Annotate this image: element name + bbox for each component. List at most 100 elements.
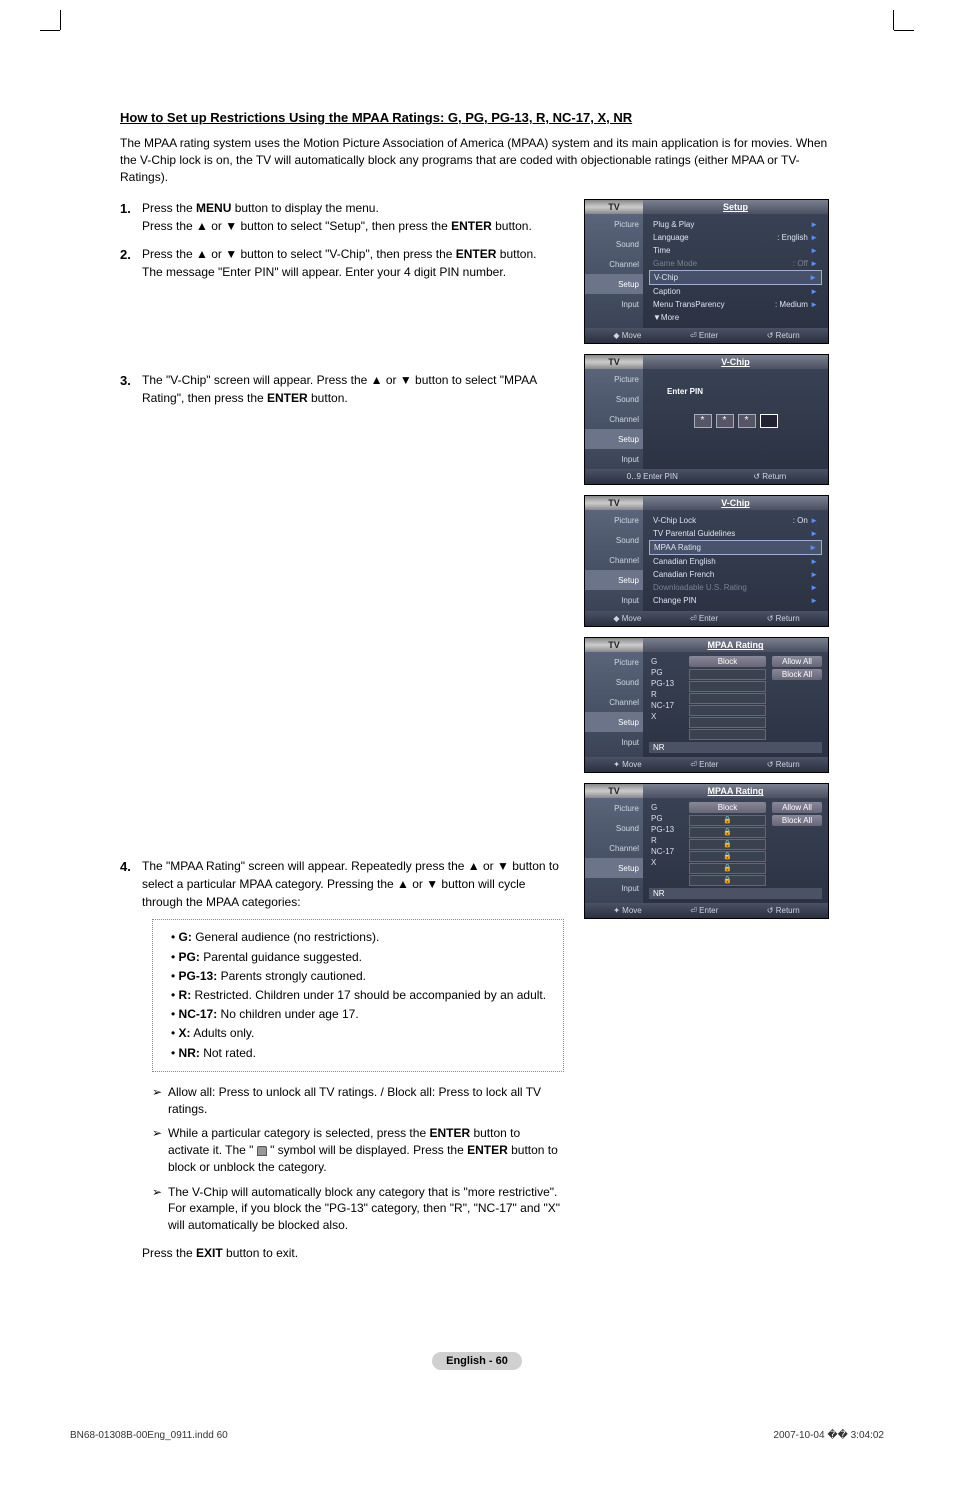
nav-hint: ◆ Move <box>613 614 641 623</box>
sidebar-item-input: Input <box>585 878 643 898</box>
menu-row: Canadian English ► <box>649 555 822 568</box>
nav-hint: 0‥9 Enter PIN <box>627 472 678 481</box>
block-cell: 🔒 <box>689 863 766 874</box>
rating-label: G <box>649 802 683 813</box>
crop-mark <box>40 30 60 31</box>
block-cell: 🔒 <box>689 815 766 826</box>
block-cell <box>689 693 766 704</box>
menu-row: V-Chip ► <box>649 270 822 285</box>
nav-hint: ✦ Move <box>613 906 642 915</box>
pin-digit: * <box>716 414 734 428</box>
rating-label: PG-13 <box>649 678 683 689</box>
osd-setup-screen: TVSetupPictureSoundChannelSetupInput Plug… <box>584 199 829 344</box>
menu-row: Plug & Play ► <box>649 218 822 231</box>
osd-title: MPAA Rating <box>643 638 828 652</box>
menu-row: V-Chip Lock: On ► <box>649 514 822 527</box>
tv-tab: TV <box>585 200 643 214</box>
pin-digit: * <box>694 414 712 428</box>
sidebar-item-channel: Channel <box>585 838 643 858</box>
sidebar-item-input: Input <box>585 449 643 469</box>
step-1: 1. Press the MENU button to display the … <box>120 199 564 235</box>
rating-item: • R: Restricted. Children under 17 shoul… <box>163 986 553 1005</box>
osd-vchip-screen: TVV-ChipPictureSoundChannelSetupInput V-C… <box>584 495 829 627</box>
step-2: 2. Press the ▲ or ▼ button to select "V-… <box>120 245 564 281</box>
sidebar-item-sound: Sound <box>585 530 643 550</box>
rating-item: • NC-17: No children under age 17. <box>163 1005 553 1024</box>
osd-footer: ✦ Move⏎ Enter↺ Return <box>585 903 828 918</box>
tv-tab: TV <box>585 355 643 369</box>
osd-mpaa-screen-1: TVMPAA RatingPictureSoundChannelSetupInp… <box>584 637 829 773</box>
ratings-list: • G: General audience (no restrictions).… <box>152 919 564 1071</box>
menu-row: MPAA Rating ► <box>649 540 822 555</box>
rating-item: • NR: Not rated. <box>163 1044 553 1063</box>
rating-label: X <box>649 857 683 868</box>
block-cell: 🔒 <box>689 827 766 838</box>
tv-tab: TV <box>585 784 643 798</box>
osd-footer: ✦ Move⏎ Enter↺ Return <box>585 757 828 772</box>
block-cell <box>689 681 766 692</box>
osd-sidebar: PictureSoundChannelSetupInput <box>585 798 643 903</box>
sidebar-item-setup: Setup <box>585 712 643 732</box>
sidebar-item-channel: Channel <box>585 692 643 712</box>
nav-hint: ◆ Move <box>613 331 641 340</box>
crop-mark <box>60 10 61 30</box>
nr-row: NR <box>649 742 822 753</box>
menu-row: Game Mode: Off ► <box>649 257 822 270</box>
allow-all-button: Allow All <box>772 656 822 667</box>
menu-row: Canadian French ► <box>649 568 822 581</box>
sidebar-item-input: Input <box>585 732 643 752</box>
intro-paragraph: The MPAA rating system uses the Motion P… <box>120 135 834 185</box>
block-cell <box>689 729 766 740</box>
menu-row: Caption ► <box>649 285 822 298</box>
sidebar-item-sound: Sound <box>585 389 643 409</box>
rating-item: • PG: Parental guidance suggested. <box>163 948 553 967</box>
sidebar-item-channel: Channel <box>585 550 643 570</box>
menu-row: ▼More <box>649 311 822 324</box>
rating-label: R <box>649 835 683 846</box>
enter-pin-label: Enter PIN <box>667 387 822 396</box>
tv-tab: TV <box>585 638 643 652</box>
block-header: Block <box>689 802 766 813</box>
nav-hint: ⏎ Enter <box>690 614 718 623</box>
nav-hint: ↺ Return <box>767 331 800 340</box>
rating-item: • G: General audience (no restrictions). <box>163 928 553 947</box>
osd-footer: ◆ Move⏎ Enter↺ Return <box>585 328 828 343</box>
crop-mark <box>893 10 894 30</box>
sidebar-item-setup: Setup <box>585 570 643 590</box>
osd-title: MPAA Rating <box>643 784 828 798</box>
sidebar-item-picture: Picture <box>585 510 643 530</box>
sidebar-item-sound: Sound <box>585 672 643 692</box>
block-cell <box>689 705 766 716</box>
sidebar-item-picture: Picture <box>585 798 643 818</box>
block-cell <box>689 717 766 728</box>
rating-label: PG-13 <box>649 824 683 835</box>
sidebar-item-channel: Channel <box>585 254 643 274</box>
rating-label: X <box>649 711 683 722</box>
rating-label: PG <box>649 667 683 678</box>
osd-title: Setup <box>643 200 828 214</box>
osd-title: V-Chip <box>643 496 828 510</box>
nav-hint: ↺ Return <box>767 760 800 769</box>
sidebar-item-picture: Picture <box>585 369 643 389</box>
menu-row: Downloadable U.S. Rating ► <box>649 581 822 594</box>
osd-sidebar: PictureSoundChannelSetupInput <box>585 369 643 469</box>
sidebar-item-sound: Sound <box>585 234 643 254</box>
note-allow-block: ➢Allow all: Press to unlock all TV ratin… <box>152 1084 564 1118</box>
sidebar-item-input: Input <box>585 294 643 314</box>
menu-row: Change PIN ► <box>649 594 822 607</box>
pin-digit: * <box>738 414 756 428</box>
menu-row: TV Parental Guidelines ► <box>649 527 822 540</box>
tv-tab: TV <box>585 496 643 510</box>
block-cell: 🔒 <box>689 839 766 850</box>
osd-sidebar: PictureSoundChannelSetupInput <box>585 214 643 328</box>
note-restrictive: ➢The V-Chip will automatically block any… <box>152 1184 564 1234</box>
menu-row: Menu TransParency: Medium ► <box>649 298 822 311</box>
sidebar-item-setup: Setup <box>585 858 643 878</box>
block-header: Block <box>689 656 766 667</box>
osd-sidebar: PictureSoundChannelSetupInput <box>585 510 643 611</box>
osd-mpaa-screen-2: TVMPAA RatingPictureSoundChannelSetupInp… <box>584 783 829 919</box>
exit-instruction: Press the EXIT button to exit. <box>142 1244 564 1262</box>
pin-digit <box>760 414 778 428</box>
step-3: 3. The "V-Chip" screen will appear. Pres… <box>120 371 564 407</box>
nav-hint: ↺ Return <box>753 472 786 481</box>
